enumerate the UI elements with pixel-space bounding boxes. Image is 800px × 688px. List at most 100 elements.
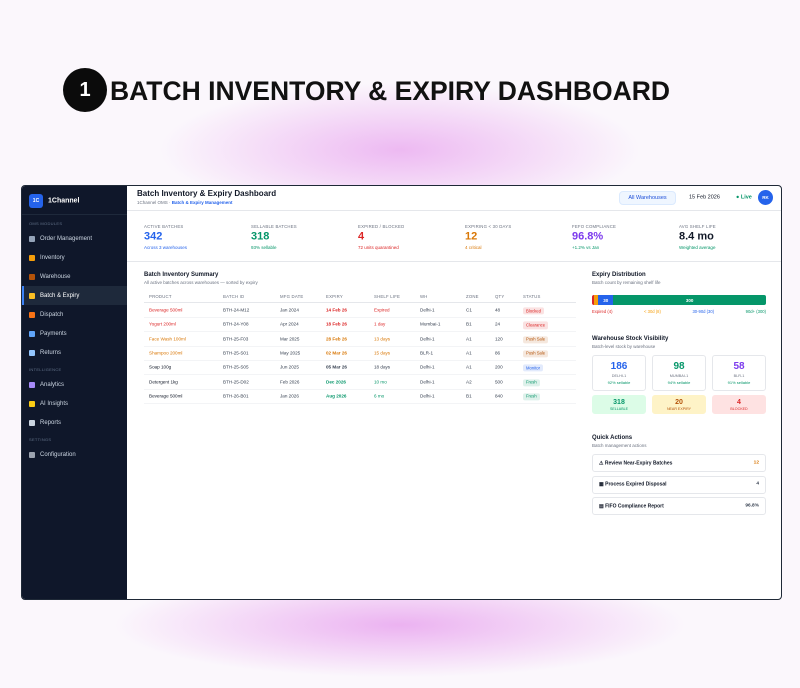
row-rule xyxy=(144,374,576,376)
qty-cell: 86 xyxy=(495,350,501,356)
wh-value: 98 xyxy=(673,361,685,372)
zone-cell: A1 xyxy=(466,350,472,356)
wh-cell: Delhi-1 xyxy=(420,364,435,370)
nav-label: Reports xyxy=(40,419,62,426)
nav-item[interactable]: Configuration xyxy=(22,445,127,464)
avatar[interactable]: RK xyxy=(758,190,773,205)
date: 15 Feb 2026 xyxy=(689,194,720,201)
breadcrumb: 1Channel OMS · Batch & Expiry Management xyxy=(137,199,233,206)
kpi: ACTIVE BATCHES 342 Across 3 warehouses xyxy=(144,212,244,260)
header: Batch Inventory & Expiry Dashboard 1Chan… xyxy=(127,186,781,211)
nav-item[interactable]: Inventory xyxy=(22,248,127,267)
nav-label: AI Insights xyxy=(40,400,69,407)
nav-label: Inventory xyxy=(40,254,65,261)
nav-item[interactable]: Payments xyxy=(22,324,127,343)
status-label: NEAR EXPIRY xyxy=(666,407,692,411)
wh-name: BLR-1 xyxy=(733,374,745,378)
nav-item[interactable]: Reports xyxy=(22,413,127,432)
expiry-cell: 05 Mar 26 xyxy=(326,364,347,370)
column-header: EXPIRY xyxy=(326,293,343,299)
nav-icon xyxy=(29,273,35,280)
action-item[interactable]: ▤ FIFO Compliance Report 96.8% xyxy=(592,497,766,515)
status-value: 20 xyxy=(675,399,683,406)
nav-label: Payments xyxy=(40,330,67,337)
column-header: QTY xyxy=(495,293,505,299)
kpi: FEFO COMPLIANCE 96.8% +1.2% vs Jan xyxy=(572,212,672,260)
wh-cell: Delhi-1 xyxy=(420,336,435,342)
warehouse-visibility: Warehouse Stock Visibility Batch-level s… xyxy=(592,331,766,421)
nav-icon xyxy=(29,381,35,388)
nav-item[interactable]: Returns xyxy=(22,343,127,362)
nav-label: Dispatch xyxy=(40,311,64,318)
breadcrumb-root: 1Channel OMS · xyxy=(137,199,172,205)
kpi-label: FEFO COMPLIANCE xyxy=(572,223,617,229)
expiry-distribution: Expiry Distribution Batch count by remai… xyxy=(592,266,766,326)
dist-title: Expiry Distribution xyxy=(592,272,646,278)
wh-value: 58 xyxy=(733,361,745,372)
row-rule xyxy=(144,388,576,390)
nav-icon xyxy=(29,254,35,261)
column-header: BATCH ID xyxy=(223,293,245,299)
nav-label: Order Management xyxy=(40,235,93,242)
nav-item[interactable]: Warehouse xyxy=(22,267,127,286)
kpi-label: AVG SHELF LIFE xyxy=(679,223,716,229)
zone-cell: B1 xyxy=(466,322,472,327)
legend-label: Expired (4) xyxy=(592,309,613,314)
status-value: 318 xyxy=(613,399,625,406)
product-cell: Soap 100g xyxy=(149,364,172,370)
batch-id-cell: BTH-25-S05 xyxy=(223,364,249,370)
action-item[interactable]: ▦ Process Expired Disposal 4 xyxy=(592,475,766,494)
wh-cell: Delhi-1 xyxy=(420,379,435,385)
nav-label: Warehouse xyxy=(40,273,71,280)
header-title: Batch Inventory & Expiry Dashboard xyxy=(137,189,277,198)
kpi-value: 12 xyxy=(465,230,478,243)
status-badge: Fresh xyxy=(523,393,540,401)
kpi-value: 8.4 mo xyxy=(679,230,714,243)
qty-cell: 500 xyxy=(495,379,503,385)
nav-item[interactable]: AI Insights xyxy=(22,394,127,413)
warehouse-filter[interactable]: All Warehouses xyxy=(619,191,676,205)
kpi-value: 4 xyxy=(358,230,365,243)
legend: Expired (4) < 30d (8) 30-90d (30) 90d+ (300… xyxy=(592,309,766,314)
mfg-cell: Jun 2025 xyxy=(280,364,299,370)
row-rule xyxy=(144,402,576,404)
row-rule xyxy=(144,317,576,318)
nav-item[interactable]: Batch & Expiry xyxy=(22,286,127,305)
breadcrumb-link[interactable]: Batch & Expiry Management xyxy=(171,199,233,205)
nav-item[interactable]: Analytics xyxy=(22,375,127,394)
column-header: ZONE xyxy=(466,293,479,299)
product-cell: Yogurt 200ml xyxy=(149,322,176,327)
status-value: 4 xyxy=(737,399,741,406)
nav-item[interactable]: Dispatch xyxy=(22,305,127,324)
qty-cell: 48 xyxy=(495,307,501,313)
kpi-sub: +1.2% vs Jan xyxy=(572,244,600,250)
kpi-sub: 4 critical xyxy=(465,244,482,250)
nav-icon xyxy=(29,330,35,337)
zone-cell: A2 xyxy=(466,379,472,385)
qty-cell: 24 xyxy=(495,322,501,327)
table-subtitle: All active batches across warehouses — s… xyxy=(144,279,258,285)
action-label: ▦ Process Expired Disposal xyxy=(599,481,667,488)
shelf-life-cell: 15 days xyxy=(374,350,391,356)
action-item[interactable]: ⚠ Review Near-Expiry Batches 12 xyxy=(592,454,766,472)
hero-badge: 1 xyxy=(63,68,107,112)
nav-item[interactable]: Order Management xyxy=(22,229,127,248)
wh-name: DELHI-1 xyxy=(611,374,627,378)
qty-cell: 200 xyxy=(495,364,503,370)
stacked-bar: 30 300 xyxy=(592,295,766,305)
batch-id-cell: BTH-26-B01 xyxy=(223,393,249,399)
action-label: ▤ FIFO Compliance Report xyxy=(599,503,664,509)
nav-label: Analytics xyxy=(40,381,65,388)
status-box: 4 BLOCKED xyxy=(712,395,766,414)
kpi-value: 318 xyxy=(251,230,270,243)
kpi-label: SELLABLE BATCHES xyxy=(251,223,297,229)
kpi: EXPIRING < 30 DAYS 12 4 critical xyxy=(465,212,565,260)
batch-id-cell: BTH-25-S01 xyxy=(223,350,249,356)
column-header: SHELF LIFE xyxy=(374,293,401,299)
nav-icon xyxy=(29,451,35,458)
logo: 1C xyxy=(29,194,43,208)
kpi-label: EXPIRED / BLOCKED xyxy=(358,223,405,229)
product-cell: Detergent 1kg xyxy=(149,379,178,385)
legend-label: < 30d (8) xyxy=(644,309,661,314)
qty-cell: 840 xyxy=(495,393,503,399)
